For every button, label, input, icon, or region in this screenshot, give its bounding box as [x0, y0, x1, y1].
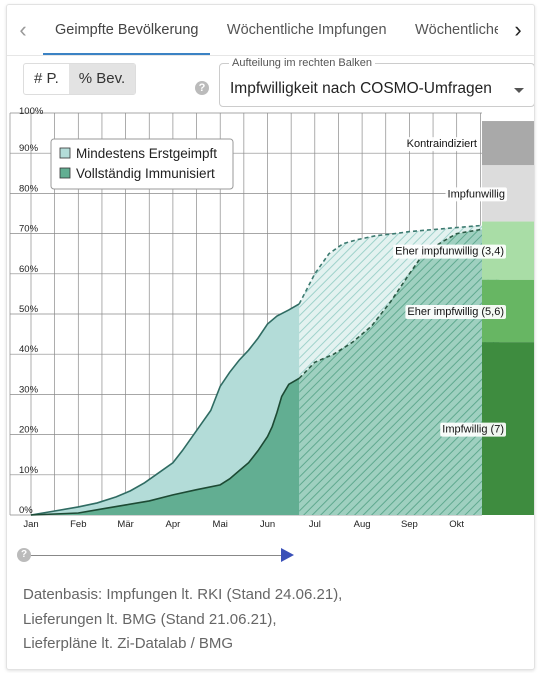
y-tick-label: 30%: [19, 384, 39, 395]
x-tick-label: Apr: [166, 519, 181, 530]
breakdown-label: Impfwillig (7): [442, 424, 504, 436]
source-line-3: Lieferpläne lt. Zi-Datalab / BMG: [23, 632, 342, 657]
vaccination-card: ‹ Geimpfte Bevölkerung Wöchentliche Impf…: [6, 4, 535, 670]
y-tick-label: 60%: [19, 264, 39, 275]
source-line-2: Lieferungen lt. BMG (Stand 21.06.21),: [23, 608, 342, 633]
y-tick-label: 70%: [19, 224, 39, 235]
y-tick-label: 20%: [19, 425, 39, 436]
y-tick-label: 50%: [19, 304, 39, 315]
vaccination-chart: Kontraindiziert Impfunwillig Eher impfunwi…: [7, 5, 534, 669]
legend-swatch: [60, 168, 70, 178]
data-source-note: Datenbasis: Impfungen lt. RKI (Stand 24.…: [23, 583, 342, 657]
play-icon[interactable]: [281, 548, 294, 562]
legend-label: Mindestens Erstgeimpft: [76, 146, 217, 161]
breakdown-label: Kontraindiziert: [407, 138, 477, 150]
time-slider[interactable]: ?: [17, 547, 297, 563]
y-tick-label: 80%: [19, 183, 39, 194]
slider-knob[interactable]: ?: [17, 548, 31, 562]
y-tick-label: 90%: [19, 143, 39, 154]
x-tick-label: Jan: [23, 519, 38, 530]
x-tick-label: Sep: [401, 519, 418, 530]
legend-swatch: [60, 148, 70, 158]
x-tick-label: Okt: [449, 519, 464, 530]
y-axis-labels: 0% 10% 20% 30% 40% 50% 60% 70% 80% 90% 100%: [19, 106, 44, 516]
slider-track: [25, 555, 289, 556]
x-tick-label: Mai: [213, 519, 228, 530]
x-tick-label: Aug: [354, 519, 371, 530]
x-tick-label: Mär: [117, 519, 133, 530]
x-tick-label: Feb: [70, 519, 86, 530]
y-tick-label: 40%: [19, 344, 39, 355]
legend-label: Vollständig Immunisiert: [76, 166, 215, 181]
breakdown-label: Eher impfunwillig (3,4): [395, 246, 504, 258]
y-tick-label: 0%: [19, 505, 33, 516]
x-axis-labels: Jan Feb Mär Apr Mai Jun Jul Aug Sep Okt: [23, 519, 464, 530]
y-tick-label: 100%: [19, 106, 44, 117]
legend: Mindestens Erstgeimpft Vollständig Immuni…: [51, 139, 233, 189]
breakdown-label: Eher impfwillig (5,6): [407, 306, 504, 318]
areas: [31, 226, 499, 515]
breakdown-segment: [482, 121, 534, 165]
x-tick-label: Jun: [260, 519, 275, 530]
y-tick-label: 10%: [19, 465, 39, 476]
source-line-1: Datenbasis: Impfungen lt. RKI (Stand 24.…: [23, 583, 342, 608]
x-tick-label: Jul: [309, 519, 321, 530]
breakdown-label: Impfunwillig: [448, 188, 505, 200]
